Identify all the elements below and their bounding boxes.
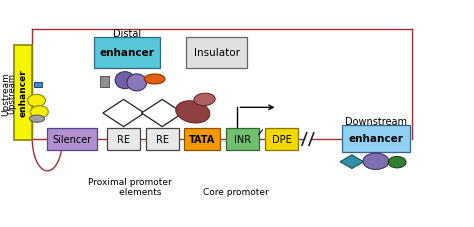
Text: DPE: DPE [272,134,292,144]
Text: Upstream: Upstream [1,71,10,115]
Bar [100,76,109,88]
Text: enhancer: enhancer [348,134,403,144]
FancyBboxPatch shape [184,128,220,151]
Text: TATA: TATA [189,134,215,144]
Text: enhancer: enhancer [100,48,155,58]
Polygon shape [103,100,144,127]
Text: Insulator: Insulator [194,48,240,58]
FancyBboxPatch shape [186,38,247,68]
Circle shape [144,75,165,85]
Text: Core promoter: Core promoter [203,187,268,196]
Ellipse shape [176,101,210,123]
Text: INR: INR [234,134,251,144]
FancyBboxPatch shape [341,126,410,152]
Text: enhancer: enhancer [19,69,28,117]
FancyBboxPatch shape [107,128,140,151]
FancyBboxPatch shape [226,128,259,151]
Text: Proximal promoter
       elements: Proximal promoter elements [88,177,172,197]
Ellipse shape [363,153,389,170]
Text: Downstream: Downstream [345,116,407,126]
Circle shape [29,116,45,123]
FancyBboxPatch shape [34,83,42,88]
FancyBboxPatch shape [14,46,32,141]
Text: RE: RE [117,134,130,144]
FancyBboxPatch shape [146,128,179,151]
FancyBboxPatch shape [94,38,160,68]
Polygon shape [141,100,183,127]
Ellipse shape [115,72,135,89]
Ellipse shape [194,94,215,106]
FancyBboxPatch shape [265,128,298,151]
Ellipse shape [127,75,146,91]
FancyBboxPatch shape [47,128,97,151]
Text: Upstream: Upstream [8,73,17,114]
Ellipse shape [27,95,46,107]
Polygon shape [340,155,364,169]
Text: RE: RE [155,134,169,144]
Text: Silencer: Silencer [53,134,91,144]
Ellipse shape [388,157,406,168]
Ellipse shape [30,106,48,118]
Text: Distal: Distal [113,28,141,38]
